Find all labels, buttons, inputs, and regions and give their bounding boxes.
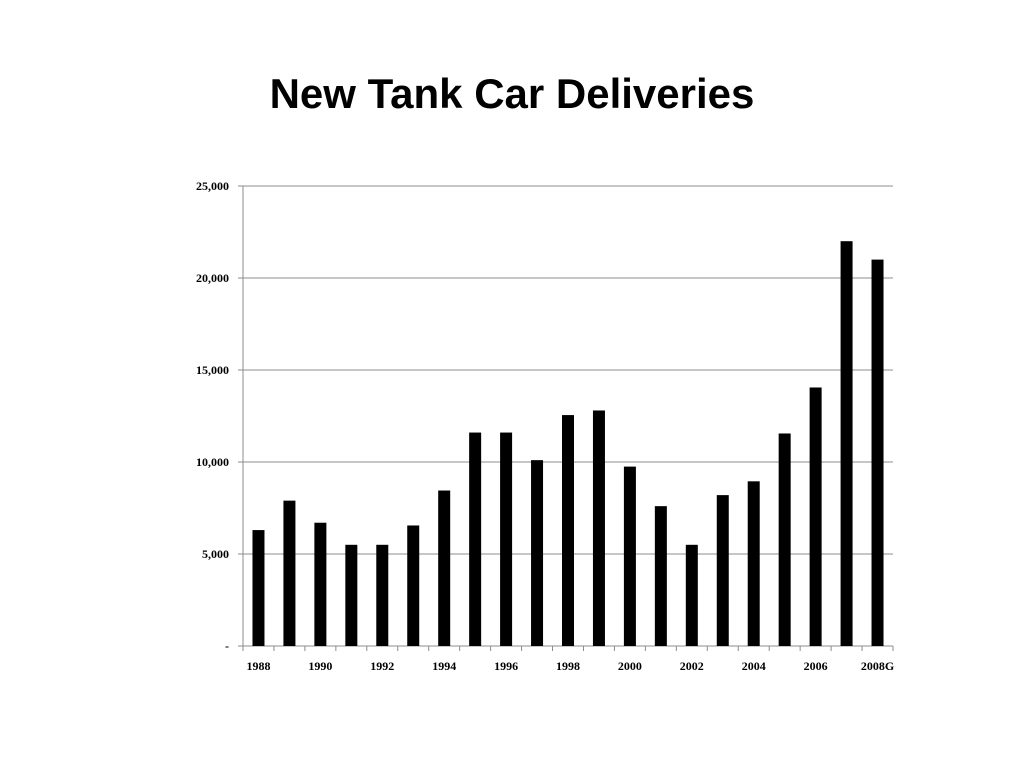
bar-1994: [438, 490, 451, 646]
slide-title: New Tank Car Deliveries: [269, 70, 755, 117]
bar-2006: [809, 387, 822, 646]
x-tick-label: 1990: [308, 659, 332, 673]
bar-2003: [716, 495, 729, 646]
x-tick-label: 1996: [494, 659, 518, 673]
bar-1999: [592, 410, 605, 646]
bar-2004: [747, 481, 760, 646]
x-tick-label: 1992: [370, 659, 394, 673]
y-tick-label: 15,000: [196, 363, 229, 377]
bar-2005: [778, 433, 791, 646]
y-tick-label: -: [225, 639, 229, 653]
y-tick-label: 10,000: [196, 455, 229, 469]
bar-1993: [407, 525, 420, 646]
bar-2008G: [871, 259, 884, 646]
bar-2007: [840, 241, 853, 646]
bar-1997: [531, 460, 544, 646]
y-tick-label: 20,000: [196, 271, 229, 285]
bar-1989: [283, 500, 296, 646]
bar-2002: [685, 544, 698, 646]
x-tick-label: 1988: [246, 659, 270, 673]
bar-2001: [654, 506, 667, 646]
x-tick-label: 1994: [432, 659, 456, 673]
bar-1992: [376, 544, 389, 646]
bar-1990: [314, 522, 327, 646]
bar-1996: [500, 432, 513, 646]
bar-1995: [469, 432, 482, 646]
y-tick-labels: - 5,000 10,000 15,000 20,000 25,000: [196, 179, 229, 653]
bar-2000: [623, 466, 636, 646]
bars: [252, 241, 884, 646]
x-tick-label: 2008G: [861, 659, 894, 673]
x-tick-labels: 1988 1990 1992 1994 1996 1998 2000 2002 2004 2006…: [246, 659, 894, 673]
x-tick-label: 2002: [680, 659, 704, 673]
x-tick-label: 2000: [618, 659, 642, 673]
bar-1998: [562, 415, 574, 646]
x-tick-label: 2004: [742, 659, 766, 673]
y-tick-label: 25,000: [196, 179, 229, 193]
bar-1991: [345, 544, 358, 646]
y-tick-label: 5,000: [202, 547, 229, 561]
x-tick-label: 2006: [804, 659, 828, 673]
x-tick-label: 1998: [556, 659, 580, 673]
bar-1988: [252, 530, 265, 646]
